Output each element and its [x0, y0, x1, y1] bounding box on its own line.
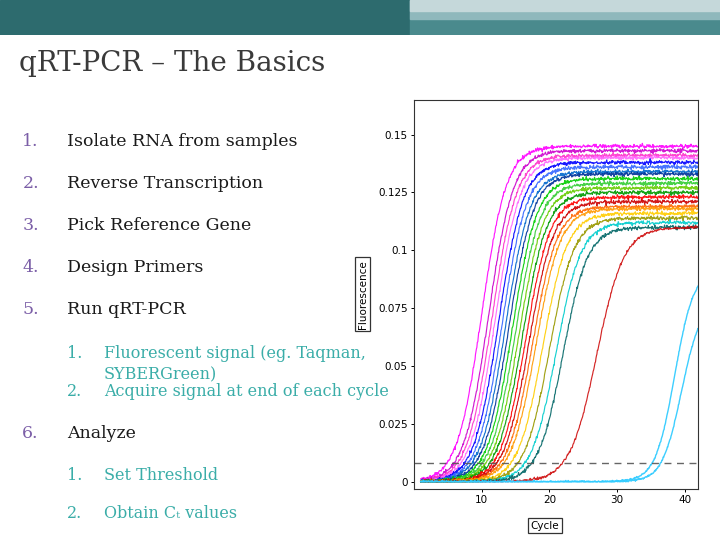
- Text: Cycle: Cycle: [531, 521, 559, 531]
- Text: 1.: 1.: [22, 133, 39, 150]
- Text: Obtain Cₜ values: Obtain Cₜ values: [104, 505, 237, 522]
- Text: 1.: 1.: [67, 467, 83, 484]
- Text: Acquire signal at end of each cycle: Acquire signal at end of each cycle: [104, 383, 389, 400]
- Text: Design Primers: Design Primers: [67, 259, 204, 276]
- Bar: [410, 0, 720, 35]
- Text: Reverse Transcription: Reverse Transcription: [67, 175, 264, 192]
- Text: 2.: 2.: [67, 383, 82, 400]
- Text: 3.: 3.: [22, 217, 39, 234]
- Text: Fluorescence: Fluorescence: [358, 260, 368, 329]
- Text: 4.: 4.: [22, 259, 39, 276]
- Text: Pick Reference Gene: Pick Reference Gene: [67, 217, 251, 234]
- Text: 2.: 2.: [22, 175, 39, 192]
- Bar: [410, 0, 720, 19]
- Text: 5.: 5.: [22, 301, 39, 318]
- Text: Fluorescent signal (eg. Taqman,
SYBERGreen): Fluorescent signal (eg. Taqman, SYBERGre…: [104, 346, 366, 383]
- Text: qRT-PCR – The Basics: qRT-PCR – The Basics: [19, 50, 325, 77]
- Text: Run qRT-PCR: Run qRT-PCR: [67, 301, 186, 318]
- Text: Set Threshold: Set Threshold: [104, 467, 218, 484]
- Text: 1.: 1.: [67, 346, 83, 362]
- Text: 6.: 6.: [22, 425, 39, 442]
- Text: 2.: 2.: [67, 505, 82, 522]
- Text: Analyze: Analyze: [67, 425, 136, 442]
- Text: Isolate RNA from samples: Isolate RNA from samples: [67, 133, 297, 150]
- Bar: [410, 0, 720, 10]
